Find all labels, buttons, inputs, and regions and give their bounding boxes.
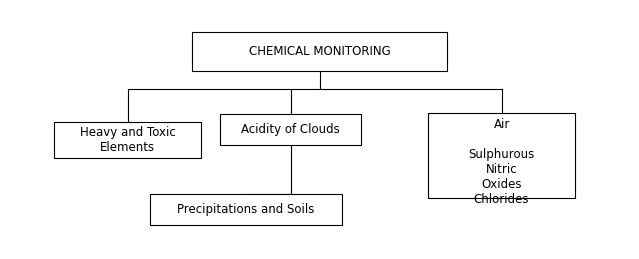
Text: Precipitations and Soils: Precipitations and Soils <box>178 203 314 216</box>
FancyBboxPatch shape <box>54 122 201 158</box>
Text: Acidity of Clouds: Acidity of Clouds <box>242 123 340 136</box>
Text: Air

Sulphurous
Nitric
Oxides
Chlorides: Air Sulphurous Nitric Oxides Chlorides <box>468 118 535 206</box>
Text: CHEMICAL MONITORING: CHEMICAL MONITORING <box>249 45 390 58</box>
FancyBboxPatch shape <box>150 194 342 225</box>
FancyBboxPatch shape <box>220 114 361 145</box>
FancyBboxPatch shape <box>192 32 447 71</box>
FancyBboxPatch shape <box>428 113 575 198</box>
Text: Heavy and Toxic
Elements: Heavy and Toxic Elements <box>80 126 176 154</box>
